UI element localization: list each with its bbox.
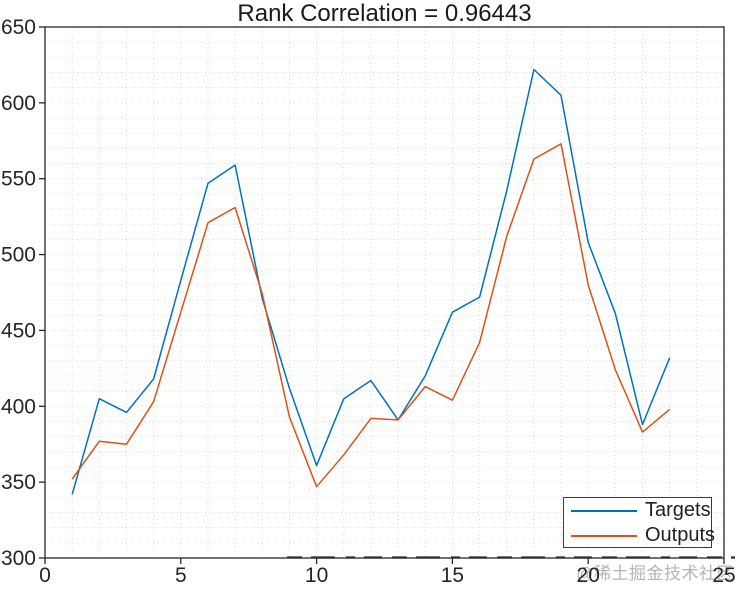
x-tick-label: 10 xyxy=(305,564,328,587)
x-tick-label: 25 xyxy=(712,564,735,587)
legend-item-targets[interactable]: Targets xyxy=(564,498,711,523)
x-tick-label: 5 xyxy=(175,564,187,587)
legend-label-targets: Targets xyxy=(645,499,711,521)
y-tick-label: 600 xyxy=(1,92,36,115)
y-tick-label: 500 xyxy=(1,244,36,267)
axes-box xyxy=(44,26,725,559)
legend-label-outputs: Outputs xyxy=(645,524,716,546)
x-tick-label: 15 xyxy=(441,564,464,587)
legend[interactable]: Targets Outputs xyxy=(563,497,715,548)
y-tick-label: 300 xyxy=(1,547,36,570)
watermark: @稀土掘金技术社区 xyxy=(576,564,734,583)
y-tick-label: 450 xyxy=(1,319,36,342)
series-line-targets xyxy=(71,68,671,495)
y-tick-label: 400 xyxy=(1,395,36,418)
outputs-line-swatch xyxy=(571,534,637,537)
chart-title: Rank Correlation = 0.96443 xyxy=(237,0,532,27)
x-tick-label: 20 xyxy=(577,564,600,587)
y-tick-label: 650 xyxy=(1,16,36,39)
legend-item-outputs[interactable]: Outputs xyxy=(564,523,715,548)
y-tick-label: 350 xyxy=(1,471,36,494)
y-tick-label: 550 xyxy=(1,168,36,191)
series-line-outputs xyxy=(71,143,671,488)
targets-line-swatch xyxy=(571,509,637,512)
x-tick-label: 0 xyxy=(39,564,51,587)
